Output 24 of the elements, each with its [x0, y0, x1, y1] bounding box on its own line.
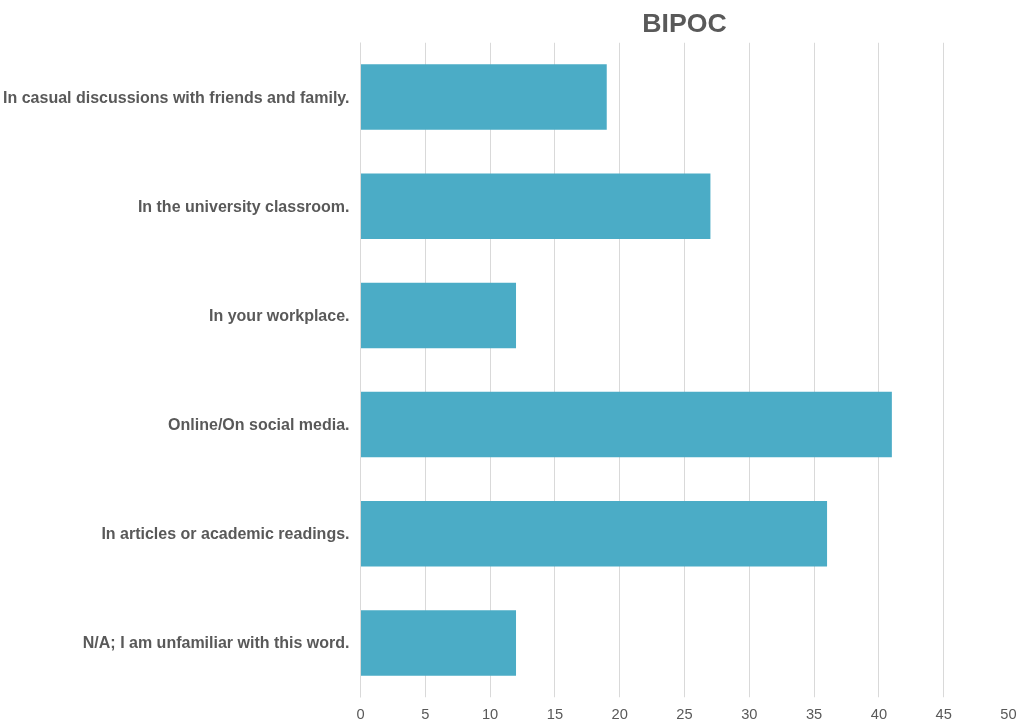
x-tick-label: 30	[741, 705, 758, 721]
x-tick-label: 5	[421, 705, 430, 721]
y-tick-label: Online/On social media.	[168, 416, 350, 434]
x-tick-label: 50	[1000, 705, 1017, 721]
x-tick-label: 15	[546, 705, 564, 721]
x-tick-label: 40	[870, 705, 888, 721]
bar	[360, 610, 517, 676]
x-tick-label: 0	[356, 705, 365, 721]
bar	[360, 173, 711, 239]
y-tick-label: In the university classroom.	[137, 197, 350, 215]
y-tick-label: In articles or academic readings.	[101, 525, 350, 543]
bar	[360, 501, 828, 567]
bar	[360, 391, 892, 458]
y-tick-label: In casual discussions with friends and family.	[3, 88, 350, 106]
chart-title: BIPOC	[642, 7, 727, 38]
x-tick-label: 45	[935, 705, 952, 721]
y-tick-label: N/A; I am unfamiliar with this word.	[82, 634, 350, 652]
y-tick-label: In your workplace.	[209, 306, 350, 324]
x-tick-label: 10	[481, 705, 499, 721]
x-tick-label: 25	[676, 705, 693, 721]
bar	[360, 64, 607, 130]
x-tick-label: 35	[805, 705, 823, 721]
bar	[360, 282, 517, 349]
x-tick-label: 20	[611, 705, 628, 721]
